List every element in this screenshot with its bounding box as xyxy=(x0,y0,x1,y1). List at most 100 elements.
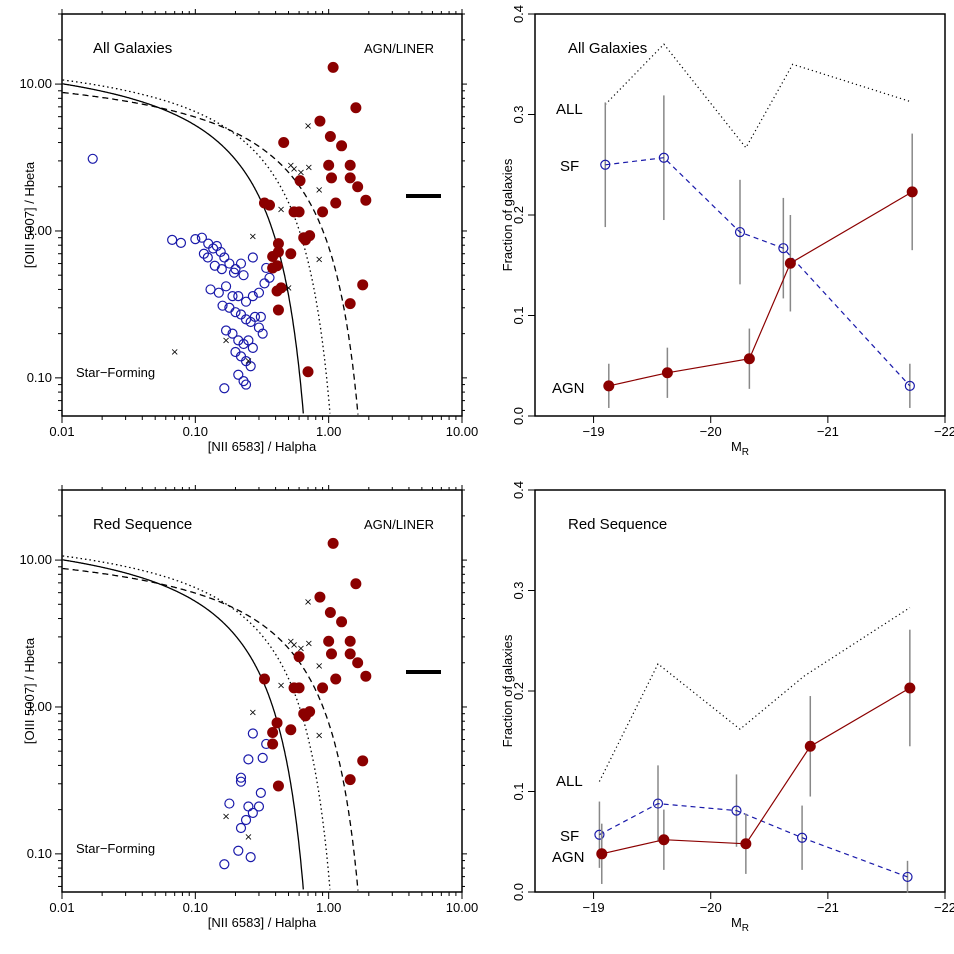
y-tick-label: 0.2 xyxy=(511,206,526,224)
sf-galaxy-point xyxy=(253,801,265,812)
all-series-line xyxy=(604,43,911,149)
x-tick-label: −19 xyxy=(583,424,605,439)
agn-galaxy-point xyxy=(327,61,339,73)
agn-point xyxy=(740,838,752,850)
all-series-label: ALL xyxy=(556,101,583,118)
sf-galaxy-point xyxy=(247,252,258,263)
sf-galaxy-point xyxy=(196,232,207,243)
sf-galaxy-point xyxy=(249,311,261,323)
sf-galaxy-point xyxy=(203,238,214,249)
sf-galaxy-point xyxy=(243,754,254,765)
agn-galaxy-point xyxy=(304,706,316,718)
axes: 0.01 0.10 1.00 10.00 0.10 1.00 10.00 xyxy=(19,9,478,439)
unclassified-point: × xyxy=(290,640,298,651)
x-tick-label: 10.00 xyxy=(446,900,479,915)
x-tick-label: 10.00 xyxy=(446,424,479,439)
y-axis-title: Fraction of galaxies xyxy=(500,634,515,747)
unclassified-point: × xyxy=(290,164,298,175)
agn-galaxy-point xyxy=(272,780,284,792)
bpt-panel-all-galaxies: All Galaxies AGN/LINER Star−Forming [NII… xyxy=(19,9,478,454)
agn-galaxy-point xyxy=(336,140,348,152)
agn-galaxy-point xyxy=(302,366,314,378)
x-tick-label: −22 xyxy=(934,900,954,915)
sf-galaxy-point xyxy=(233,845,244,856)
y-tick-label: 0.10 xyxy=(27,846,52,861)
unclassified-point: × xyxy=(170,347,178,358)
x-tick-label: 1.00 xyxy=(316,900,341,915)
y-tick-label: 10.00 xyxy=(19,76,52,91)
sf-galaxy-point xyxy=(245,852,256,863)
y-tick-label: 0.4 xyxy=(511,5,526,23)
unclassified-point: × xyxy=(284,283,292,294)
sf-point xyxy=(600,159,611,170)
panel-title: Red Sequence xyxy=(93,516,192,533)
unclassified-point: × xyxy=(305,163,313,174)
unclassified-point: × xyxy=(249,231,257,242)
sf-galaxy-point xyxy=(227,328,238,339)
agn-galaxy-point xyxy=(357,755,369,767)
agn-point xyxy=(603,380,615,392)
agn-point xyxy=(658,834,670,846)
sf-galaxy-point xyxy=(235,258,247,269)
sf-point xyxy=(652,798,664,809)
agn-liner-label: AGN/LINER xyxy=(364,517,434,532)
unclassified-point: × xyxy=(287,160,295,171)
sf-galaxy-point xyxy=(167,234,178,245)
fraction-panel-red-sequence: Red Sequence ALL SF AGN MR Fraction of g… xyxy=(500,481,954,934)
y-tick-label: 0.0 xyxy=(511,883,526,901)
agn-galaxy-point xyxy=(360,670,372,682)
sf-galaxy-point xyxy=(253,287,265,298)
agn-galaxy-point xyxy=(317,682,329,694)
unclassified-point: × xyxy=(304,597,312,608)
sf-galaxy-point xyxy=(228,267,240,278)
sf-galaxy-point xyxy=(240,814,252,826)
sf-galaxy-point xyxy=(240,379,252,390)
agn-galaxy-point xyxy=(324,606,336,618)
kewley-line xyxy=(62,91,359,415)
agn-galaxy-point xyxy=(344,635,356,647)
x-tick-label: 0.01 xyxy=(49,900,74,915)
x-axis-title-sub: R xyxy=(742,923,749,934)
x-tick-label: 0.01 xyxy=(49,424,74,439)
agn-galaxy-point xyxy=(344,172,356,184)
unclassified-point: × xyxy=(222,335,230,346)
unclassified-point: × xyxy=(287,636,295,647)
sf-point xyxy=(904,380,915,391)
agn-galaxy-point xyxy=(330,673,342,685)
all-series-line xyxy=(598,607,911,782)
agn-galaxy-point xyxy=(304,230,316,242)
unclassified-point: × xyxy=(297,644,305,655)
kewley-line xyxy=(62,567,359,891)
sf-point xyxy=(734,226,746,238)
agn-galaxy-point xyxy=(317,206,329,218)
sf-galaxy-point xyxy=(264,272,275,283)
agn-galaxy-point xyxy=(350,102,362,114)
agn-galaxy-point xyxy=(327,537,339,549)
agn-galaxy-point xyxy=(272,304,284,316)
agn-galaxy-point xyxy=(344,774,356,786)
kauffmann-line xyxy=(62,559,304,890)
sf-galaxy-point xyxy=(219,252,230,263)
dotted-line xyxy=(62,79,331,414)
x-tick-label: −19 xyxy=(583,900,605,915)
y-tick-label: 0.3 xyxy=(511,105,526,123)
agn-point xyxy=(804,740,816,752)
agn-galaxy-point xyxy=(330,197,342,209)
agn-galaxy-point xyxy=(293,206,305,218)
unclassified-point: × xyxy=(277,681,285,692)
agn-series-label: AGN xyxy=(552,380,585,397)
sf-galaxy-point xyxy=(224,258,235,269)
y-tick-label: 0.0 xyxy=(511,407,526,425)
agn-galaxy-point xyxy=(293,682,305,694)
agn-galaxy-point xyxy=(267,738,279,750)
sf-galaxy-point xyxy=(217,300,228,311)
x-tick-label: 1.00 xyxy=(316,424,341,439)
agn-galaxy-point xyxy=(314,591,326,603)
sf-point xyxy=(658,152,669,163)
sf-galaxy-point xyxy=(233,291,244,302)
sf-galaxy-point xyxy=(215,246,226,258)
plot-frame xyxy=(61,13,463,417)
sf-galaxy-point xyxy=(235,772,247,783)
agn-galaxy-point xyxy=(344,648,356,660)
